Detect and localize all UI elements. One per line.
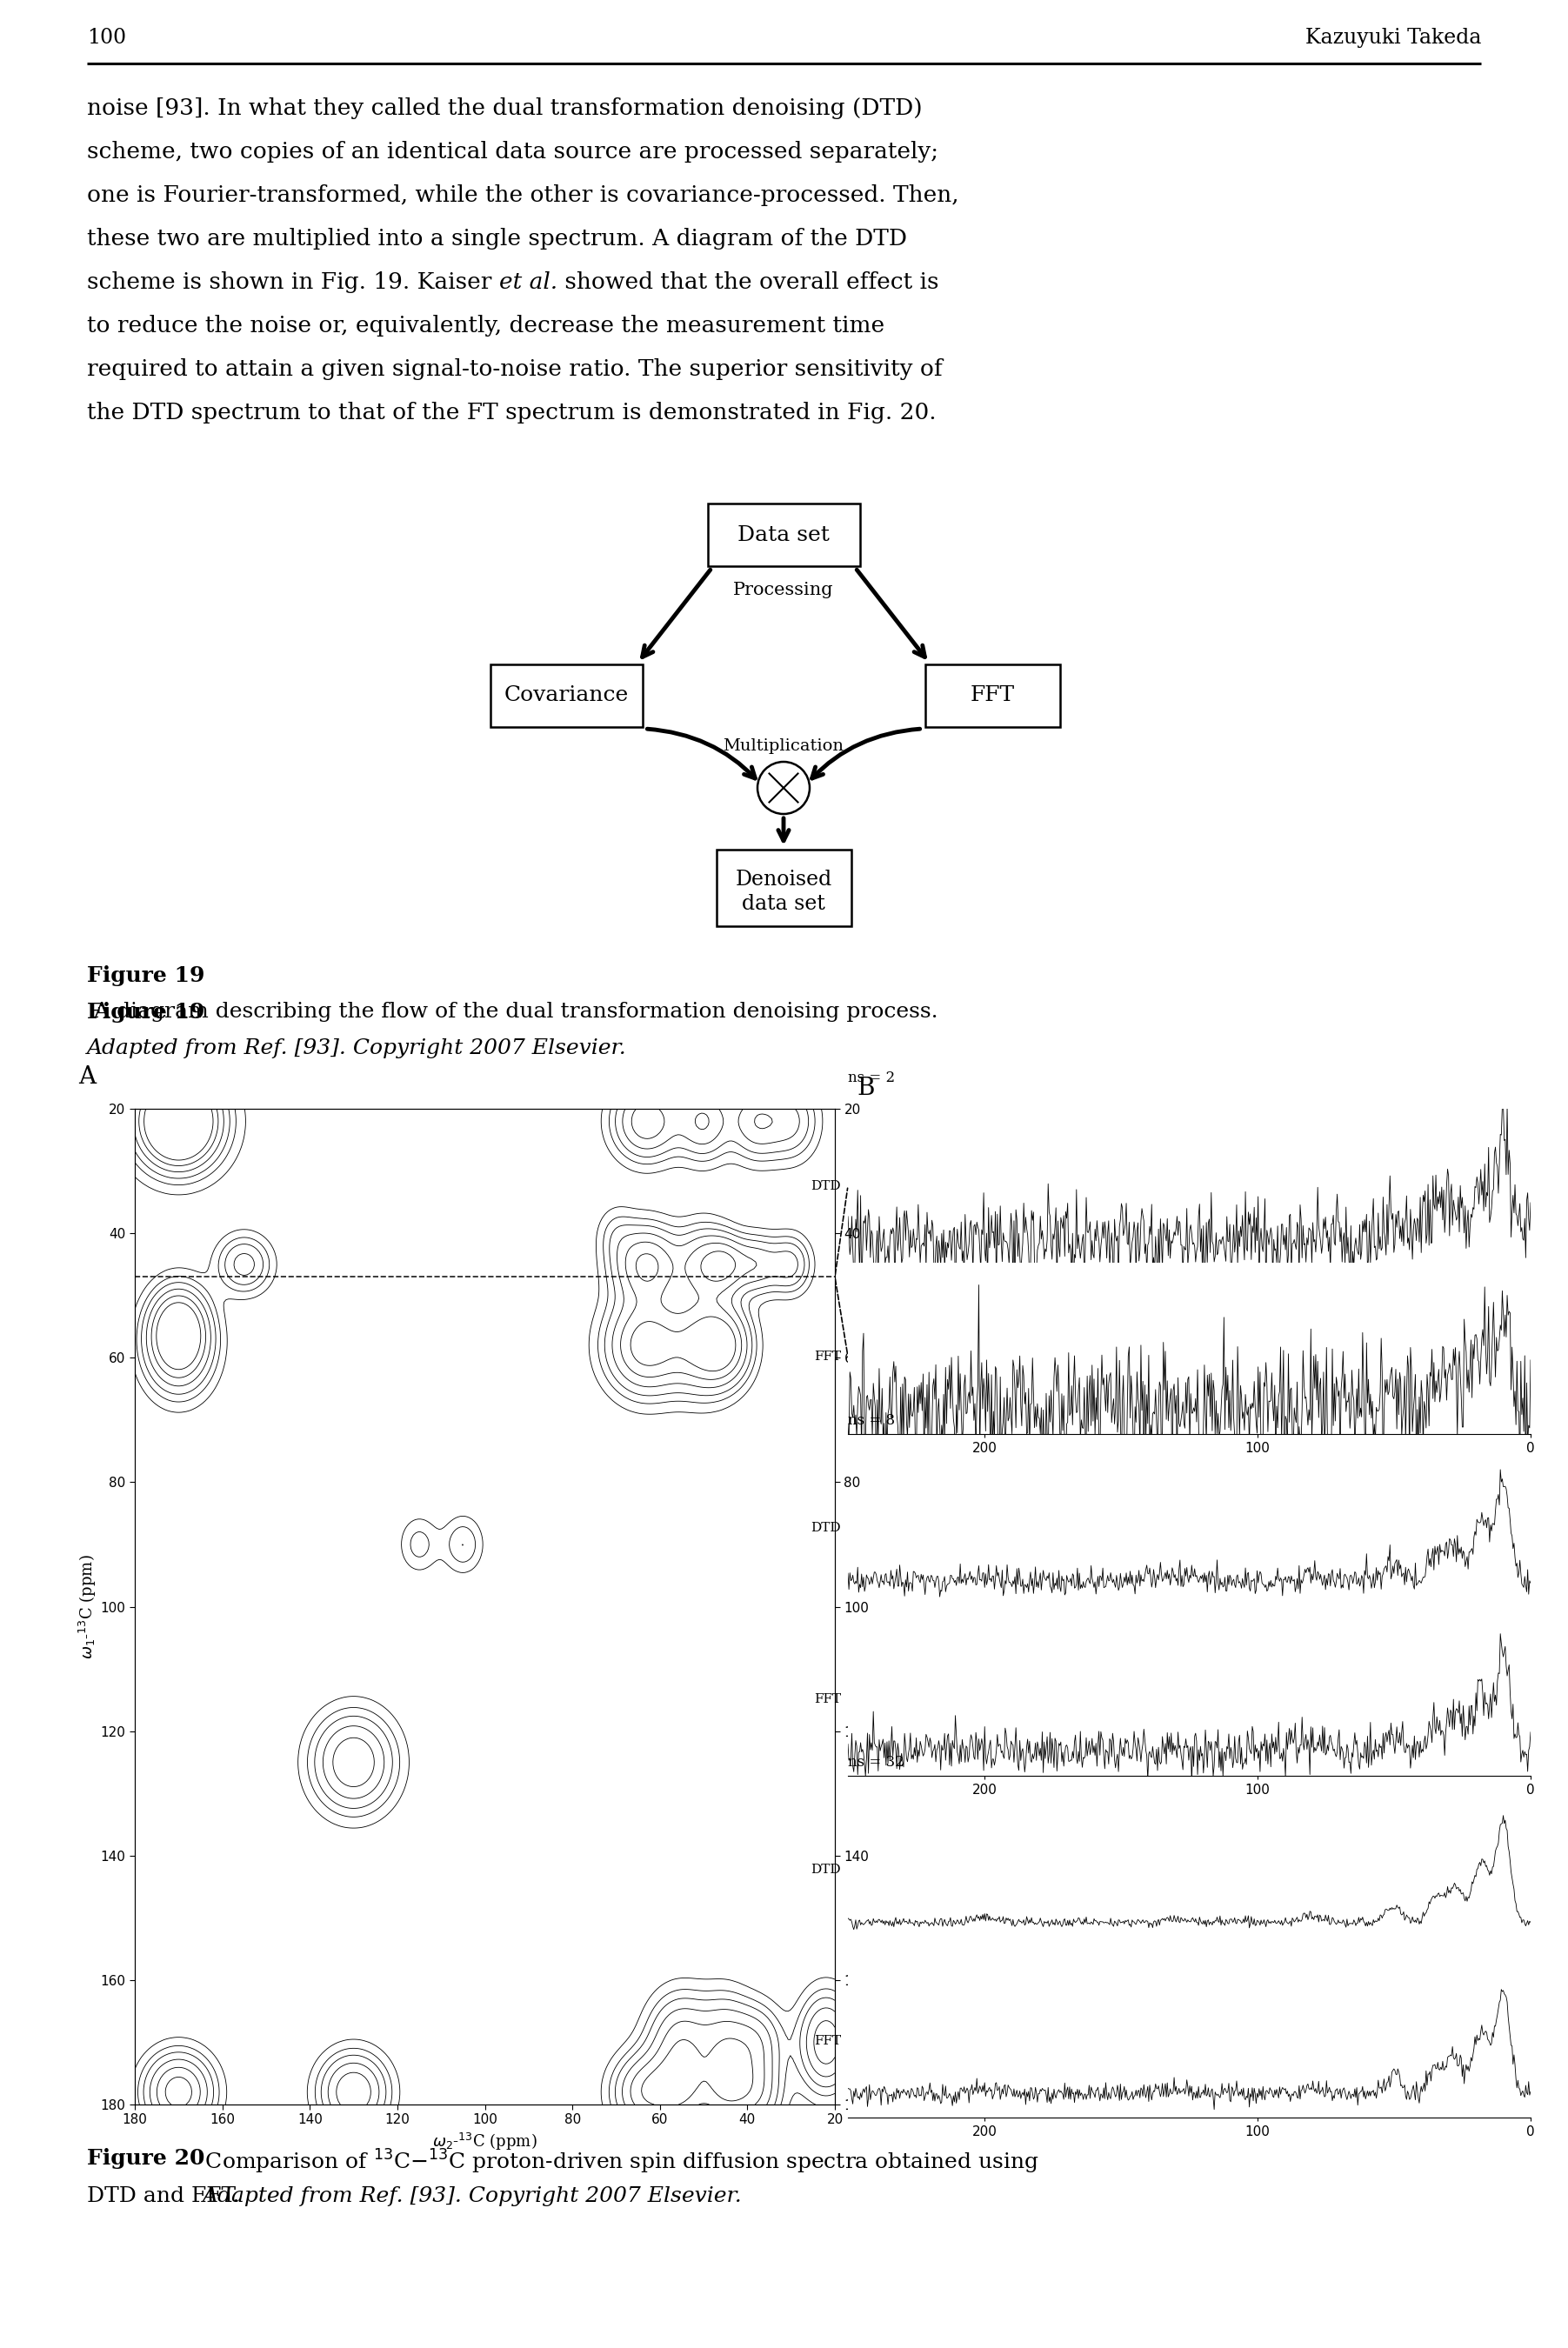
- Text: ns = 2: ns = 2: [848, 1071, 895, 1085]
- Text: noise [93]. In what they called the dual transformation denoising (DTD): noise [93]. In what they called the dual…: [86, 96, 922, 120]
- Y-axis label: $\omega_1$-$^{13}$C (ppm): $\omega_1$-$^{13}$C (ppm): [77, 1554, 99, 1660]
- Text: DTD and FFT.: DTD and FFT.: [86, 2186, 246, 2207]
- Text: one is Fourier-transformed, while the other is covariance-processed. Then,: one is Fourier-transformed, while the ot…: [86, 185, 960, 207]
- Text: FFT: FFT: [971, 686, 1014, 707]
- Text: DTD: DTD: [811, 1179, 840, 1193]
- Text: required to attain a given signal-to-noise ratio. The superior sensitivity of: required to attain a given signal-to-noi…: [86, 359, 942, 380]
- Text: the DTD spectrum to that of the FT spectrum is demonstrated in Fig. 20.: the DTD spectrum to that of the FT spect…: [86, 402, 936, 423]
- FancyBboxPatch shape: [707, 502, 859, 566]
- Text: Denoised: Denoised: [735, 869, 833, 890]
- Text: ns = 32: ns = 32: [848, 1754, 905, 1770]
- Text: Data set: Data set: [737, 526, 829, 545]
- Text: to reduce the noise or, equivalently, decrease the measurement time: to reduce the noise or, equivalently, de…: [86, 315, 884, 336]
- Text: 100: 100: [86, 28, 125, 47]
- Text: FFT: FFT: [814, 1693, 840, 1705]
- Text: Adapted from Ref. [93]. Copyright 2007 Elsevier.: Adapted from Ref. [93]. Copyright 2007 E…: [86, 1038, 627, 1059]
- Text: DTD: DTD: [811, 1522, 840, 1533]
- FancyBboxPatch shape: [925, 664, 1060, 728]
- Text: Kazuyuki Takeda: Kazuyuki Takeda: [1305, 28, 1482, 47]
- Text: scheme is shown in Fig. 19. Kaiser: scheme is shown in Fig. 19. Kaiser: [86, 272, 499, 294]
- Text: Processing: Processing: [734, 582, 834, 599]
- Text: FFT: FFT: [814, 2036, 840, 2047]
- X-axis label: $\omega_2$-$^{13}$C (ppm): $\omega_2$-$^{13}$C (ppm): [433, 2132, 538, 2153]
- Text: Figure 19: Figure 19: [86, 965, 205, 986]
- Text: FFT: FFT: [814, 1350, 840, 1362]
- FancyBboxPatch shape: [491, 664, 643, 728]
- Text: DTD: DTD: [811, 1864, 840, 1876]
- Text: A: A: [78, 1066, 96, 1089]
- Text: B: B: [856, 1078, 875, 1101]
- Text: Comparison of $^{13}$C$-^{13}$C proton-driven spin diffusion spectra obtained us: Comparison of $^{13}$C$-^{13}$C proton-d…: [191, 2148, 1040, 2177]
- Text: Figure 20: Figure 20: [86, 2148, 205, 2170]
- Text: ns = 8: ns = 8: [848, 1413, 895, 1428]
- Circle shape: [757, 761, 809, 815]
- Text: A diagram describing the flow of the dual transformation denoising process.: A diagram describing the flow of the dua…: [86, 1003, 938, 1021]
- Text: Multiplication: Multiplication: [723, 737, 844, 754]
- Text: Adapted from Ref. [93]. Copyright 2007 Elsevier.: Adapted from Ref. [93]. Copyright 2007 E…: [202, 2186, 743, 2207]
- Text: Covariance: Covariance: [503, 686, 629, 707]
- Text: et al.: et al.: [499, 272, 557, 294]
- Text: data set: data set: [742, 895, 825, 913]
- Text: showed that the overall effect is: showed that the overall effect is: [557, 272, 939, 294]
- Text: these two are multiplied into a single spectrum. A diagram of the DTD: these two are multiplied into a single s…: [86, 228, 906, 249]
- Text: Figure 19: Figure 19: [86, 1003, 205, 1024]
- Text: scheme, two copies of an identical data source are processed separately;: scheme, two copies of an identical data …: [86, 141, 938, 162]
- FancyBboxPatch shape: [717, 850, 851, 925]
